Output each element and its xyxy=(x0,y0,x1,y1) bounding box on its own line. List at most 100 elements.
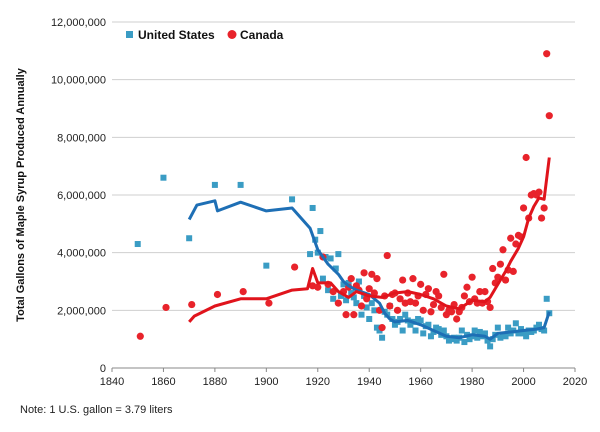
x-tick-label: 1920 xyxy=(306,376,330,388)
us-data-point xyxy=(319,275,326,282)
canada-data-point xyxy=(409,275,417,283)
x-tick-label: 1900 xyxy=(254,376,278,388)
y-axis-title: Total Gallons of Maple Syrup Produced An… xyxy=(15,67,27,322)
y-tick-label: 12,000,000 xyxy=(51,17,106,29)
footnote: Note: 1 U.S. gallon = 3.79 liters xyxy=(20,404,173,416)
y-tick-label: 2,000,000 xyxy=(57,305,106,317)
canada-data-point xyxy=(427,308,435,316)
us-data-point xyxy=(309,204,316,211)
y-tick-label: 8,000,000 xyxy=(57,132,106,144)
us-data-point xyxy=(335,251,342,258)
canada-data-point xyxy=(188,300,196,309)
canada-trend-line xyxy=(188,157,551,323)
canada-data-point xyxy=(499,246,507,254)
us-data-point xyxy=(543,295,550,302)
us-data-point xyxy=(476,328,483,335)
us-data-point xyxy=(263,262,270,269)
canada-data-point xyxy=(540,204,548,212)
us-data-point xyxy=(379,334,386,341)
canada-data-point xyxy=(460,292,468,300)
us-data-point xyxy=(358,311,365,318)
us-data-point xyxy=(353,300,360,307)
us-data-point xyxy=(517,326,524,333)
canada-data-point xyxy=(378,324,386,332)
canada-data-point xyxy=(453,315,461,323)
canada-data-point xyxy=(383,251,391,260)
canada-data-point xyxy=(162,303,170,312)
canada-data-point xyxy=(417,280,425,288)
us-data-point xyxy=(402,311,409,318)
us-scatter-series xyxy=(134,174,553,350)
canada-data-point xyxy=(393,306,402,314)
us-data-point xyxy=(330,295,337,302)
us-data-point xyxy=(366,315,373,322)
us-data-point xyxy=(435,326,442,333)
y-tick-label: 0 xyxy=(100,363,106,375)
us-data-point xyxy=(211,181,218,188)
us-data-point xyxy=(399,327,406,334)
canada-data-point xyxy=(368,270,376,278)
canada-data-point xyxy=(496,260,505,268)
canada-data-point xyxy=(291,263,299,271)
canada-data-point xyxy=(373,275,381,283)
canada-data-point xyxy=(447,308,456,316)
us-data-point xyxy=(417,317,424,324)
canada-data-point xyxy=(357,302,366,310)
us-data-point xyxy=(425,321,432,328)
us-data-point xyxy=(314,249,321,256)
us-data-point xyxy=(289,196,296,203)
canada-data-point xyxy=(239,287,247,296)
canada-data-point xyxy=(411,299,420,307)
us-data-point xyxy=(484,337,491,344)
canada-data-point xyxy=(136,332,144,340)
canada-data-point xyxy=(543,50,551,58)
x-tick-label: 2020 xyxy=(563,376,587,388)
us-data-point xyxy=(317,228,324,235)
canada-data-point xyxy=(213,290,222,299)
us-data-point xyxy=(471,327,478,334)
us-data-point xyxy=(350,294,357,301)
us-data-point xyxy=(237,181,244,188)
us-data-point xyxy=(412,327,419,334)
trend-lines xyxy=(187,157,551,341)
us-data-point xyxy=(541,327,548,334)
us-data-point xyxy=(371,307,378,314)
x-tick-label: 1860 xyxy=(151,376,175,388)
canada-data-point xyxy=(468,273,476,281)
us-data-point xyxy=(340,281,347,288)
canada-data-point xyxy=(509,267,517,276)
us-data-point xyxy=(502,333,509,340)
y-tick-label: 4,000,000 xyxy=(57,248,106,260)
x-tick-label: 1880 xyxy=(203,376,227,388)
canada-data-point xyxy=(360,269,368,277)
chart-legend: United States Canada xyxy=(126,28,284,42)
us-data-point xyxy=(355,278,362,285)
us-data-point xyxy=(440,327,447,334)
us-data-point xyxy=(523,333,530,340)
canada-data-point xyxy=(424,285,432,293)
y-tick-label: 6,000,000 xyxy=(57,190,106,202)
us-data-point xyxy=(427,333,434,340)
canada-data-point xyxy=(396,295,404,303)
x-tick-label: 1840 xyxy=(100,376,124,388)
us-trend-line xyxy=(187,199,551,341)
x-tick-label: 2000 xyxy=(511,376,535,388)
x-tick-label: 1980 xyxy=(460,376,484,388)
us-data-point xyxy=(325,287,332,294)
canada-data-point xyxy=(429,300,438,309)
canada-data-point xyxy=(481,287,489,296)
us-data-point xyxy=(361,292,368,299)
canada-data-point xyxy=(399,276,407,284)
us-data-point xyxy=(363,304,370,311)
us-data-point xyxy=(337,292,344,299)
legend-us-marker xyxy=(126,31,133,38)
canada-data-point xyxy=(501,276,510,284)
x-tick-label: 1960 xyxy=(408,376,432,388)
us-data-point xyxy=(134,241,141,248)
us-data-point xyxy=(474,334,481,341)
canada-data-point xyxy=(265,299,273,307)
canada-data-point xyxy=(545,112,553,120)
canada-data-point xyxy=(522,153,530,162)
axes: 0 2,000,000 4,000,000 6,000,000 8,000,000 10,… xyxy=(51,17,587,388)
canada-data-point xyxy=(386,302,394,310)
